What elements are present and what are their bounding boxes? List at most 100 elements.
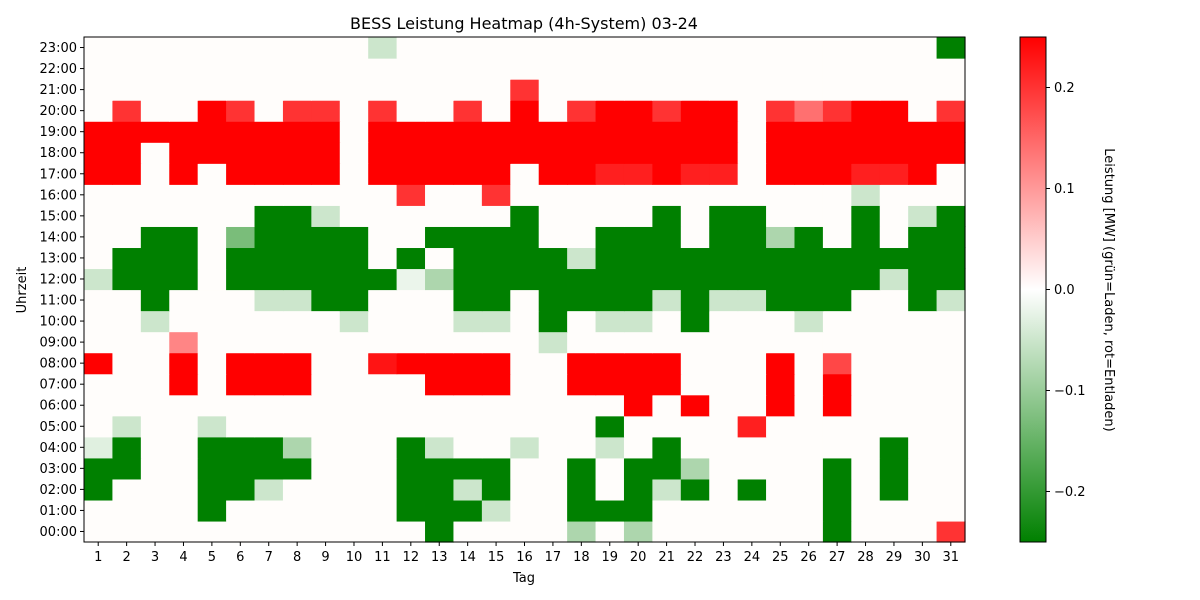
heatmap-cell <box>879 373 909 396</box>
heatmap-cell <box>567 373 597 396</box>
heatmap-cell <box>567 457 597 480</box>
heatmap-cell <box>84 331 114 354</box>
heatmap-cell <box>567 37 597 59</box>
heatmap-cell <box>538 142 568 164</box>
heatmap-cell <box>936 478 966 501</box>
heatmap-cell <box>282 520 312 543</box>
heatmap-cell <box>766 205 796 227</box>
heatmap-cell <box>908 247 938 270</box>
heatmap-cell <box>112 37 142 59</box>
heatmap-cell <box>311 37 341 59</box>
heatmap-cell <box>567 247 597 270</box>
heatmap-cell <box>737 352 767 375</box>
heatmap-cell <box>84 520 114 543</box>
heatmap-cell <box>595 142 625 164</box>
heatmap-cell <box>567 310 597 333</box>
heatmap-cell <box>567 268 597 291</box>
heatmap-cell <box>169 352 199 375</box>
heatmap-cell <box>851 436 881 459</box>
heatmap-cell <box>169 226 199 249</box>
heatmap-cell <box>311 58 341 80</box>
heatmap-cell <box>510 520 540 543</box>
heatmap-cell <box>879 394 909 417</box>
y-tick-label: 10:00 <box>40 315 77 330</box>
heatmap-cell <box>396 184 426 206</box>
heatmap-cell <box>282 268 312 291</box>
heatmap-cell <box>652 436 682 459</box>
heatmap-cell <box>254 205 284 227</box>
heatmap-cell <box>453 373 483 396</box>
heatmap-cell <box>84 436 114 459</box>
heatmap-cell <box>936 289 966 312</box>
heatmap-cell <box>197 79 227 101</box>
heatmap-cell <box>567 79 597 101</box>
heatmap-cell <box>112 289 142 312</box>
colorbar-tick-label: 0.1 <box>1054 182 1075 197</box>
x-tick-label: 20 <box>630 550 647 565</box>
heatmap-cell <box>311 478 341 501</box>
heatmap-cell <box>282 457 312 480</box>
heatmap-cell <box>737 37 767 59</box>
x-tick-label: 21 <box>658 550 675 565</box>
heatmap-cell <box>908 436 938 459</box>
heatmap-cell <box>339 436 369 459</box>
heatmap-cell <box>879 478 909 501</box>
heatmap-cell <box>396 499 426 522</box>
heatmap-cell <box>425 457 455 480</box>
heatmap-cell <box>112 352 142 375</box>
colorbar-ticks: −0.2 −0.1 0.0 0.1 0.2 <box>1046 81 1086 500</box>
heatmap-cell <box>766 457 796 480</box>
heatmap-cell <box>453 478 483 501</box>
heatmap-cell <box>368 436 398 459</box>
heatmap-cell <box>197 205 227 227</box>
heatmap-cell <box>140 415 170 438</box>
heatmap-cell <box>567 520 597 543</box>
heatmap-cell <box>254 415 284 438</box>
heatmap-cell <box>623 436 653 459</box>
heatmap-cell <box>197 352 227 375</box>
y-tick-label: 19:00 <box>40 125 77 140</box>
x-tick-label: 13 <box>431 550 448 565</box>
heatmap-cell <box>737 163 767 185</box>
heatmap-cell <box>908 373 938 396</box>
heatmap-cell <box>84 79 114 101</box>
heatmap-cell <box>368 310 398 333</box>
colorbar-tick-label: 0.0 <box>1054 283 1075 298</box>
heatmap-cell <box>538 58 568 80</box>
heatmap-cell <box>84 268 114 291</box>
heatmap-cell <box>425 415 455 438</box>
x-tick-label: 26 <box>800 550 817 565</box>
heatmap-cell <box>822 184 852 206</box>
y-tick-label: 05:00 <box>40 420 77 435</box>
heatmap-cell <box>794 415 824 438</box>
chart-title: BESS Leistung Heatmap (4h-System) 03-24 <box>350 14 698 33</box>
heatmap-cell <box>652 79 682 101</box>
y-tick-label: 15:00 <box>40 209 77 224</box>
heatmap-cell <box>481 499 511 522</box>
heatmap-cell <box>453 310 483 333</box>
heatmap-cell <box>368 331 398 354</box>
heatmap-cell <box>595 520 625 543</box>
heatmap-cell <box>595 247 625 270</box>
heatmap-cell <box>652 142 682 164</box>
heatmap-cell <box>339 37 369 59</box>
heatmap-cell <box>140 79 170 101</box>
heatmap-cell <box>339 352 369 375</box>
heatmap-cell <box>282 163 312 185</box>
heatmap-cell <box>197 520 227 543</box>
heatmap-cell <box>567 499 597 522</box>
heatmap-cell <box>794 142 824 164</box>
heatmap-cell <box>879 205 909 227</box>
heatmap-cell <box>140 142 170 164</box>
heatmap-cell <box>879 289 909 312</box>
heatmap-cell <box>112 331 142 354</box>
heatmap-cell <box>140 457 170 480</box>
heatmap-cell <box>254 436 284 459</box>
heatmap-cell <box>481 289 511 312</box>
heatmap-cell <box>339 457 369 480</box>
heatmap-cell <box>140 163 170 185</box>
heatmap-cell <box>339 100 369 122</box>
heatmap-cell <box>169 478 199 501</box>
heatmap-cell <box>425 58 455 80</box>
